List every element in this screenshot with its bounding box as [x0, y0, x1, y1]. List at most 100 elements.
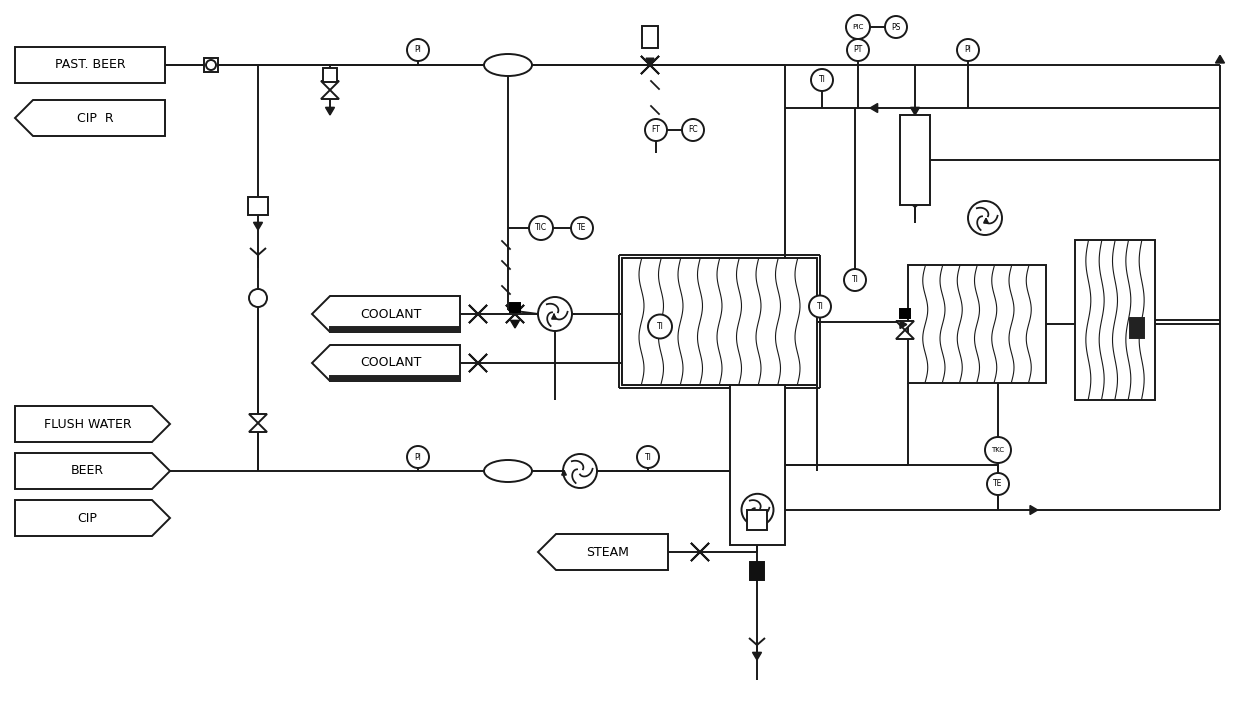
Circle shape	[681, 119, 704, 141]
Circle shape	[645, 119, 666, 141]
Bar	[248, 197, 268, 215]
Circle shape	[529, 216, 553, 240]
Polygon shape	[641, 56, 659, 74]
Text: COOLANT: COOLANT	[361, 357, 422, 370]
Text: PI: PI	[414, 46, 422, 54]
Polygon shape	[900, 320, 907, 328]
Polygon shape	[538, 534, 668, 570]
Polygon shape	[870, 104, 877, 112]
Text: PIC: PIC	[852, 24, 864, 30]
Polygon shape	[896, 321, 914, 330]
Polygon shape	[15, 500, 170, 536]
Polygon shape	[312, 296, 461, 332]
Text: PT: PT	[854, 46, 862, 54]
Polygon shape	[469, 354, 487, 372]
Bar	[748, 510, 768, 530]
Polygon shape	[641, 56, 659, 74]
Polygon shape	[911, 107, 920, 115]
Bar	[329, 327, 461, 332]
Polygon shape	[691, 543, 709, 561]
Text: TE: TE	[578, 224, 587, 232]
Polygon shape	[753, 652, 761, 660]
Ellipse shape	[484, 460, 532, 482]
Circle shape	[885, 16, 907, 38]
Text: PI: PI	[414, 453, 422, 461]
Circle shape	[809, 295, 831, 317]
Bar	[730, 385, 785, 545]
Circle shape	[636, 446, 659, 468]
Text: TI: TI	[656, 322, 664, 331]
Text: TKC: TKC	[991, 447, 1005, 453]
Bar	[1075, 240, 1154, 400]
Polygon shape	[510, 320, 519, 328]
Ellipse shape	[484, 54, 532, 76]
Circle shape	[563, 454, 597, 488]
Polygon shape	[505, 305, 524, 323]
Circle shape	[811, 69, 832, 91]
Text: TE: TE	[993, 480, 1002, 488]
Circle shape	[572, 217, 593, 239]
Text: PI: PI	[965, 46, 971, 54]
Polygon shape	[250, 423, 267, 432]
Bar	[622, 258, 817, 385]
Bar	[1129, 318, 1144, 338]
Polygon shape	[15, 406, 170, 442]
Bar	[510, 303, 520, 312]
Bar	[900, 309, 910, 318]
Polygon shape	[1030, 506, 1037, 515]
Circle shape	[987, 473, 1008, 495]
Text: TIC: TIC	[535, 224, 547, 232]
Circle shape	[957, 39, 978, 61]
Text: PAST. BEER: PAST. BEER	[55, 59, 125, 72]
Circle shape	[648, 315, 671, 338]
Text: CIP: CIP	[77, 511, 97, 525]
Bar	[750, 562, 764, 580]
Polygon shape	[250, 414, 267, 423]
Polygon shape	[505, 305, 524, 323]
Text: PS: PS	[891, 22, 901, 31]
Polygon shape	[312, 345, 461, 381]
Bar	[909, 265, 1046, 383]
Text: STEAM: STEAM	[587, 546, 629, 558]
Circle shape	[538, 297, 572, 331]
Bar	[900, 115, 930, 205]
Bar	[329, 376, 461, 381]
Text: FT: FT	[651, 126, 660, 134]
Text: COOLANT: COOLANT	[361, 307, 422, 320]
Polygon shape	[646, 58, 654, 65]
Polygon shape	[469, 305, 487, 323]
Polygon shape	[469, 354, 487, 372]
Polygon shape	[1216, 55, 1224, 63]
Text: TI: TI	[816, 302, 824, 311]
Text: TI: TI	[819, 76, 825, 84]
Circle shape	[846, 15, 870, 39]
Polygon shape	[253, 222, 262, 230]
Circle shape	[847, 39, 869, 61]
Polygon shape	[321, 90, 339, 99]
Bar	[15, 47, 165, 83]
Text: FC: FC	[688, 126, 698, 134]
Polygon shape	[326, 107, 334, 115]
Polygon shape	[15, 453, 170, 489]
Polygon shape	[691, 543, 709, 561]
Text: TI: TI	[644, 453, 651, 461]
Polygon shape	[896, 330, 914, 339]
Polygon shape	[15, 100, 165, 136]
Bar	[641, 26, 658, 48]
Polygon shape	[321, 81, 339, 90]
Bar	[203, 58, 218, 72]
Text: FLUSH WATER: FLUSH WATER	[44, 418, 131, 430]
Circle shape	[407, 446, 429, 468]
Bar	[323, 68, 337, 82]
Circle shape	[250, 289, 267, 307]
Circle shape	[407, 39, 429, 61]
Circle shape	[206, 60, 216, 70]
Circle shape	[844, 269, 866, 291]
Polygon shape	[469, 305, 487, 323]
Text: TI: TI	[851, 275, 859, 285]
Text: CIP  R: CIP R	[76, 112, 114, 124]
Circle shape	[968, 201, 1002, 235]
Text: BEER: BEER	[71, 465, 104, 478]
Circle shape	[741, 494, 774, 526]
Circle shape	[985, 437, 1011, 463]
